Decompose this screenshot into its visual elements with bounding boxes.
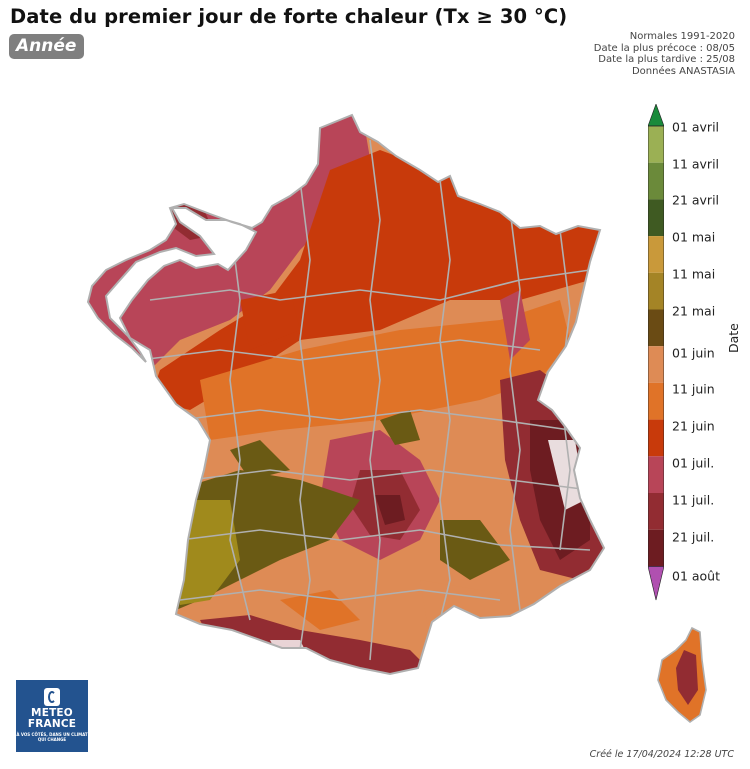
colorbar-tick: 21 avril	[672, 192, 720, 208]
colorbar	[647, 103, 665, 602]
logo-line2: FRANCE	[27, 718, 77, 730]
info-latest-date: Date la plus tardive : 25/08	[598, 54, 735, 66]
coastline	[86, 113, 606, 676]
colorbar-extend-min	[647, 103, 665, 127]
info-normals: Normales 1991-2020	[629, 31, 735, 42]
colorbar-title: Date	[726, 323, 741, 353]
info-block: Normales 1991-2020 Date la plus précoce …	[594, 31, 735, 78]
meteo-france-logo: METEO FRANCE À VOS CÔTÉS, DANS UN CLIMAT…	[16, 680, 88, 752]
chart-title: Date du premier jour de forte chaleur (T…	[10, 5, 568, 28]
colorbar-tick: 01 juil.	[672, 455, 715, 471]
info-earliest-date: Date la plus précoce : 08/05	[593, 42, 735, 54]
corsica-mountains	[676, 650, 698, 705]
colorbar-tick: 01 avril	[672, 119, 720, 135]
meteo-france-emblem-icon	[44, 688, 60, 706]
creation-timestamp: Créé le 17/04/2024 12:28 UTC	[589, 749, 734, 760]
info-data-source: Données ANASTASIA	[631, 66, 735, 78]
period-badge: Année	[9, 34, 85, 59]
colorbar-tick: 21 juin	[672, 418, 715, 434]
colorbar-tick: 11 juin	[672, 381, 715, 397]
colorbar-tick: 01 juin	[672, 345, 715, 361]
colorbar-tick: 21 mai	[672, 303, 716, 319]
department-borders	[139, 139, 591, 661]
colorbar-tick: 01 août	[672, 568, 721, 584]
colorbar-extend-max	[647, 566, 665, 601]
colorbar-tick: 11 juil.	[672, 492, 715, 508]
logo-tagline: À VOS CÔTÉS, DANS UN CLIMAT QUI CHANGE	[16, 732, 88, 742]
colorbar-tick: 01 mai	[672, 229, 716, 245]
colorbar-tick: 21 juil.	[672, 529, 715, 545]
colorbar-tick: 11 avril	[672, 156, 720, 172]
colorbar-tick: 11 mai	[672, 266, 716, 282]
logo-line1: METEO	[31, 707, 73, 719]
